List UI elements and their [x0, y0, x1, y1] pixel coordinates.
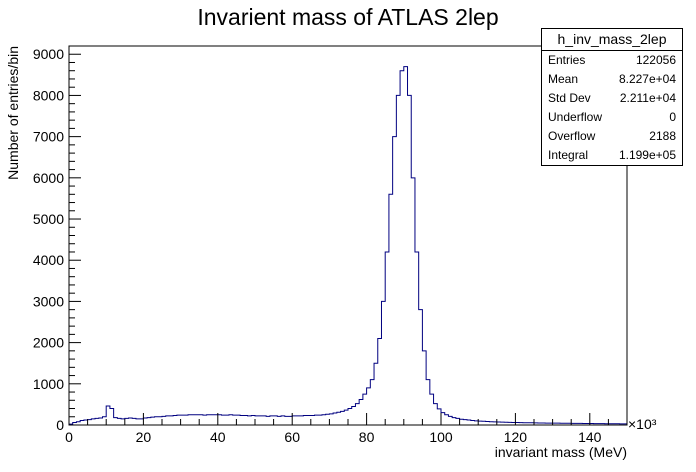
stats-row-underflow: Underflow 0 — [542, 108, 682, 127]
stats-label: Entries — [548, 53, 586, 67]
y-tick-label: 2000 — [33, 335, 64, 351]
stats-value: 8.227e+04 — [618, 72, 676, 86]
stats-value: 2.211e+04 — [619, 91, 676, 105]
y-tick-label: 8000 — [33, 87, 64, 103]
stats-row-stddev: Std Dev 2.211e+04 — [542, 89, 682, 108]
y-tick-label: 6000 — [33, 170, 64, 186]
stats-value: 0 — [669, 110, 676, 124]
stats-box: h_inv_mass_2lep Entries 122056 Mean 8.22… — [541, 28, 683, 166]
x-tick-label: 80 — [359, 429, 375, 445]
stats-name: h_inv_mass_2lep — [542, 29, 682, 51]
stats-label: Overflow — [548, 129, 596, 143]
y-tick-label: 7000 — [33, 129, 64, 145]
stats-label: Mean — [548, 72, 579, 86]
y-tick-label: 1000 — [33, 376, 64, 392]
stats-row-entries: Entries 122056 — [542, 51, 682, 70]
stats-row-overflow: Overflow 2188 — [542, 127, 682, 146]
stats-row-mean: Mean 8.227e+04 — [542, 70, 682, 89]
y-tick-label: 3000 — [33, 293, 64, 309]
x-tick-label: 40 — [210, 429, 226, 445]
histogram-line — [69, 66, 627, 425]
y-tick-label: 0 — [56, 417, 64, 433]
stats-value: 1.199e+05 — [618, 148, 676, 162]
x-tick-label: 60 — [284, 429, 300, 445]
x-tick-label: 120 — [504, 429, 528, 445]
stats-label: Integral — [548, 148, 589, 162]
x-tick-label: 100 — [429, 429, 453, 445]
y-tick-label: 4000 — [33, 252, 64, 268]
stats-row-integral: Integral 1.199e+05 — [542, 146, 682, 165]
y-tick-label: 9000 — [33, 46, 64, 62]
chart-title: Invarient mass of ATLAS 2lep — [197, 4, 499, 30]
stats-value: 122056 — [635, 53, 676, 67]
x-multiplier-label: ×10³ — [628, 416, 657, 432]
x-tick-label: 0 — [65, 429, 73, 445]
y-axis-title: Number of entries/bin — [5, 46, 21, 180]
stats-label: Std Dev — [548, 91, 591, 105]
x-axis-title: invariant mass (MeV) — [495, 444, 627, 460]
stats-label: Underflow — [548, 110, 603, 124]
y-tick-label: 5000 — [33, 211, 64, 227]
stats-value: 2188 — [649, 129, 676, 143]
x-tick-label: 140 — [578, 429, 602, 445]
x-tick-label: 20 — [136, 429, 152, 445]
